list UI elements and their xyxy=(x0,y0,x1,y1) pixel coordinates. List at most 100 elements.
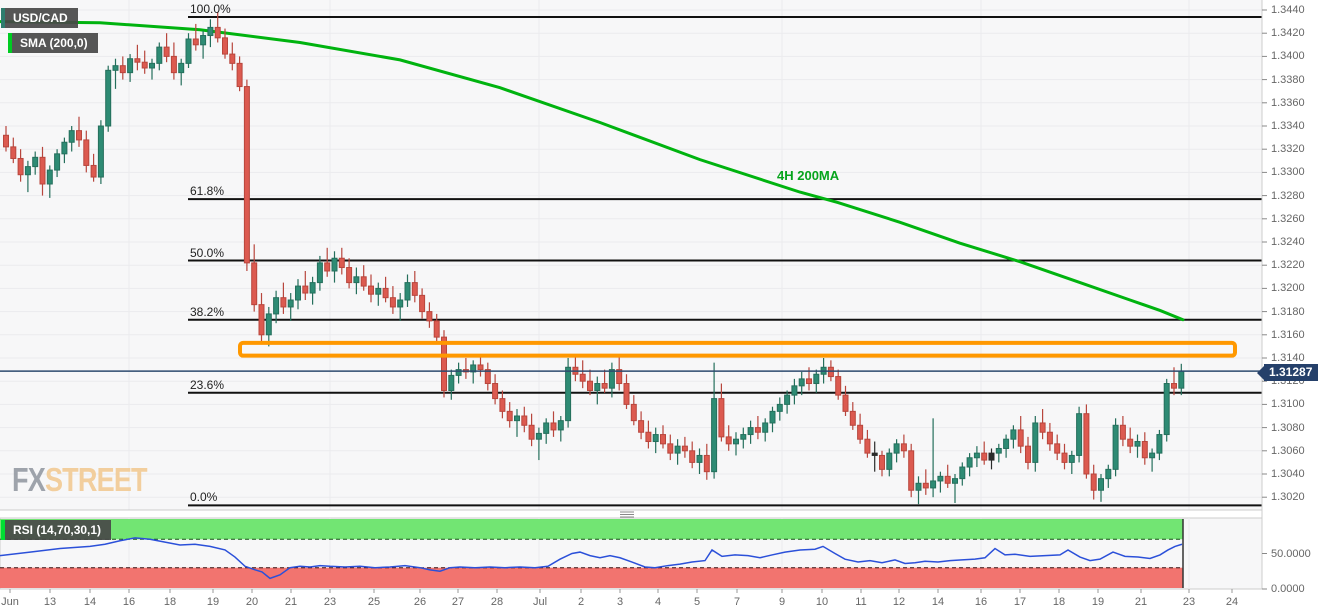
candle xyxy=(827,366,834,378)
candle xyxy=(10,146,17,159)
candle xyxy=(784,394,791,405)
candle xyxy=(90,164,97,178)
candle xyxy=(528,424,535,440)
candle xyxy=(652,434,659,443)
candle xyxy=(1141,441,1148,459)
candle xyxy=(185,38,192,64)
candle xyxy=(112,65,119,71)
candle xyxy=(995,447,1002,454)
candle xyxy=(871,452,878,456)
candle xyxy=(857,424,864,440)
candle xyxy=(791,385,798,396)
current-price-badge: 1.31287 xyxy=(1256,364,1319,381)
rsi-oversold-band xyxy=(0,567,1183,588)
candle xyxy=(1156,434,1163,454)
candle xyxy=(200,35,207,46)
candle xyxy=(17,157,24,176)
candle xyxy=(864,438,871,454)
candle xyxy=(1046,431,1053,445)
candle xyxy=(915,482,922,491)
candle xyxy=(747,427,754,436)
candle xyxy=(514,415,520,422)
price-axis[interactable] xyxy=(1263,0,1331,592)
rsi-line xyxy=(0,537,1183,580)
candle xyxy=(54,153,61,171)
candle xyxy=(893,443,900,454)
candle xyxy=(32,156,39,168)
candle xyxy=(900,443,907,452)
candle xyxy=(674,445,681,454)
candle xyxy=(1017,429,1024,447)
candle xyxy=(973,452,980,459)
candle xyxy=(740,434,747,440)
sma-legend: SMA (200,0) xyxy=(8,33,98,53)
support-zone-rectangle xyxy=(238,340,1237,358)
candle xyxy=(1171,383,1177,389)
candle xyxy=(1010,429,1017,440)
candle xyxy=(1003,438,1010,449)
candle xyxy=(966,457,973,468)
candle xyxy=(842,394,849,412)
candle xyxy=(397,299,404,308)
candle xyxy=(922,482,929,489)
time-axis[interactable] xyxy=(0,592,1262,615)
candle xyxy=(39,156,46,185)
candle xyxy=(295,285,301,301)
candle xyxy=(419,294,426,313)
candle xyxy=(338,257,345,269)
candle xyxy=(623,383,630,405)
candle xyxy=(499,398,506,412)
candle xyxy=(849,410,856,426)
candle xyxy=(1163,383,1170,436)
candle xyxy=(61,141,68,155)
candle xyxy=(565,366,572,422)
sma-accent-bar xyxy=(8,33,12,53)
rsi-legend: RSI (14,70,30,1) xyxy=(1,520,112,540)
candle xyxy=(952,478,958,484)
candle xyxy=(988,452,995,461)
candle xyxy=(426,311,433,322)
watermark-street: STREET xyxy=(44,461,148,498)
candle xyxy=(448,374,455,391)
rsi-overbought-band xyxy=(0,519,1183,540)
candle xyxy=(660,434,666,445)
candle xyxy=(835,376,842,396)
fxstreet-watermark: FXSTREET xyxy=(12,461,148,499)
candle xyxy=(630,403,637,422)
candle xyxy=(1076,413,1083,456)
sma-legend-label: SMA (200,0) xyxy=(12,33,98,53)
candle xyxy=(331,257,338,272)
candle xyxy=(557,420,564,431)
candle xyxy=(981,452,988,461)
candle xyxy=(492,383,499,400)
candle xyxy=(470,364,477,373)
candle xyxy=(404,282,411,301)
candle xyxy=(879,454,885,470)
candle xyxy=(346,267,353,284)
candle xyxy=(521,415,528,426)
candle xyxy=(141,61,148,69)
candle xyxy=(601,383,608,389)
candle xyxy=(959,466,966,480)
candle xyxy=(280,297,287,308)
candle xyxy=(251,262,258,306)
candle xyxy=(798,378,805,387)
candle xyxy=(360,276,367,287)
candle xyxy=(1054,443,1061,454)
candle xyxy=(550,422,557,431)
candle xyxy=(243,86,250,264)
candle xyxy=(368,285,374,295)
candle xyxy=(316,262,323,284)
candle xyxy=(105,69,112,127)
candle xyxy=(608,369,615,389)
candle xyxy=(192,38,199,46)
candle xyxy=(1112,424,1119,470)
candle xyxy=(163,46,170,57)
candle xyxy=(506,410,513,422)
symbol-legend-label: USD/CAD xyxy=(5,8,78,28)
sma-line xyxy=(0,20,1185,322)
candle xyxy=(937,475,944,482)
candle xyxy=(1098,478,1104,491)
candle xyxy=(718,398,725,438)
